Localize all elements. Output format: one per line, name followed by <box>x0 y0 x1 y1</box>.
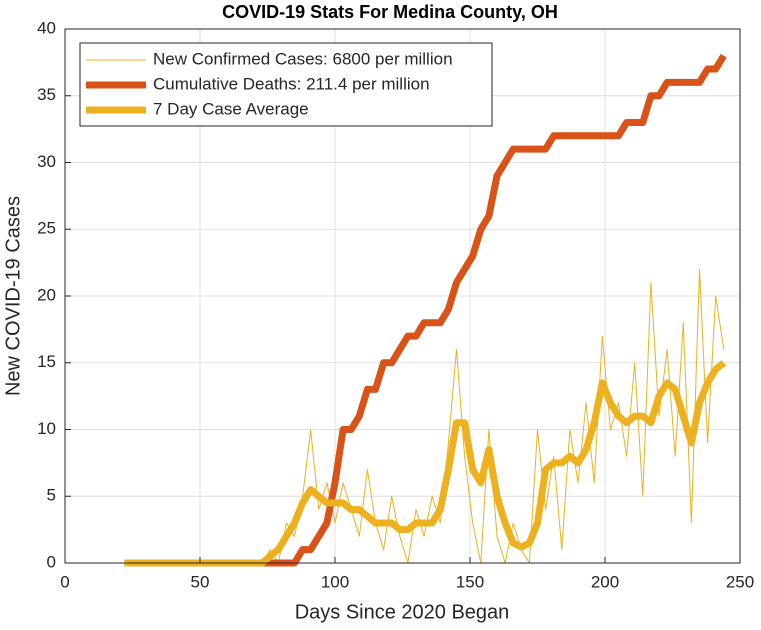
y-tick-label: 35 <box>37 85 56 104</box>
y-tick-label: 40 <box>37 18 56 37</box>
y-tick-label: 30 <box>37 152 56 171</box>
chart-title: COVID-19 Stats For Medina County, OH <box>222 2 558 22</box>
legend-label: Cumulative Deaths: 211.4 per million <box>153 74 430 93</box>
x-tick-label: 150 <box>456 572 484 591</box>
x-tick-label: 50 <box>191 572 210 591</box>
x-axis-label: Days Since 2020 Began <box>295 601 510 623</box>
y-tick-label: 15 <box>37 352 56 371</box>
x-tick-label: 200 <box>591 572 619 591</box>
legend: New Confirmed Cases: 6800 per million Cum… <box>79 42 493 127</box>
y-tick-label: 20 <box>37 285 56 304</box>
y-tick-label: 10 <box>37 419 56 438</box>
y-axis-label: New COVID-19 Cases <box>2 196 24 396</box>
y-tick-label: 0 <box>47 552 56 571</box>
y-tick-label: 5 <box>47 486 56 505</box>
legend-box <box>79 42 493 127</box>
legend-label: 7 Day Case Average <box>153 99 309 118</box>
y-tick-label: 25 <box>37 219 56 238</box>
x-tick-label: 100 <box>321 572 349 591</box>
x-tick-label: 0 <box>60 572 69 591</box>
legend-label: New Confirmed Cases: 6800 per million <box>153 49 453 68</box>
x-tick-label: 250 <box>726 572 754 591</box>
